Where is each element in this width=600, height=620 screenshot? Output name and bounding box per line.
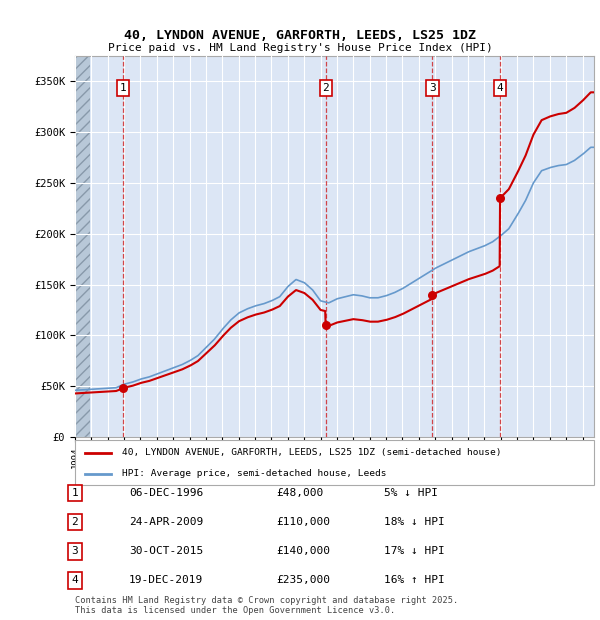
Text: 40, LYNDON AVENUE, GARFORTH, LEEDS, LS25 1DZ: 40, LYNDON AVENUE, GARFORTH, LEEDS, LS25… [124,30,476,42]
Text: 30-OCT-2015: 30-OCT-2015 [129,546,203,556]
Text: 1: 1 [71,488,79,498]
Text: 40, LYNDON AVENUE, GARFORTH, LEEDS, LS25 1DZ (semi-detached house): 40, LYNDON AVENUE, GARFORTH, LEEDS, LS25… [122,448,501,457]
Text: £48,000: £48,000 [276,488,323,498]
Text: 2: 2 [322,83,329,93]
Point [321,321,331,330]
Text: 4: 4 [497,83,503,93]
Text: £235,000: £235,000 [276,575,330,585]
Text: 2: 2 [71,517,79,527]
Text: 5% ↓ HPI: 5% ↓ HPI [384,488,438,498]
Text: 16% ↑ HPI: 16% ↑ HPI [384,575,445,585]
Text: Contains HM Land Registry data © Crown copyright and database right 2025.
This d: Contains HM Land Registry data © Crown c… [75,596,458,615]
Text: 17% ↓ HPI: 17% ↓ HPI [384,546,445,556]
Text: 06-DEC-1996: 06-DEC-1996 [129,488,203,498]
Point [495,193,505,203]
Text: £140,000: £140,000 [276,546,330,556]
Text: 18% ↓ HPI: 18% ↓ HPI [384,517,445,527]
Text: 1: 1 [119,83,126,93]
Point [428,290,437,299]
Text: £110,000: £110,000 [276,517,330,527]
Text: 19-DEC-2019: 19-DEC-2019 [129,575,203,585]
Text: 3: 3 [429,83,436,93]
Bar [75,56,90,437]
Text: 24-APR-2009: 24-APR-2009 [129,517,203,527]
Text: 4: 4 [71,575,79,585]
Text: 3: 3 [71,546,79,556]
Text: HPI: Average price, semi-detached house, Leeds: HPI: Average price, semi-detached house,… [122,469,386,478]
Point [118,383,128,393]
Text: Price paid vs. HM Land Registry's House Price Index (HPI): Price paid vs. HM Land Registry's House … [107,43,493,53]
